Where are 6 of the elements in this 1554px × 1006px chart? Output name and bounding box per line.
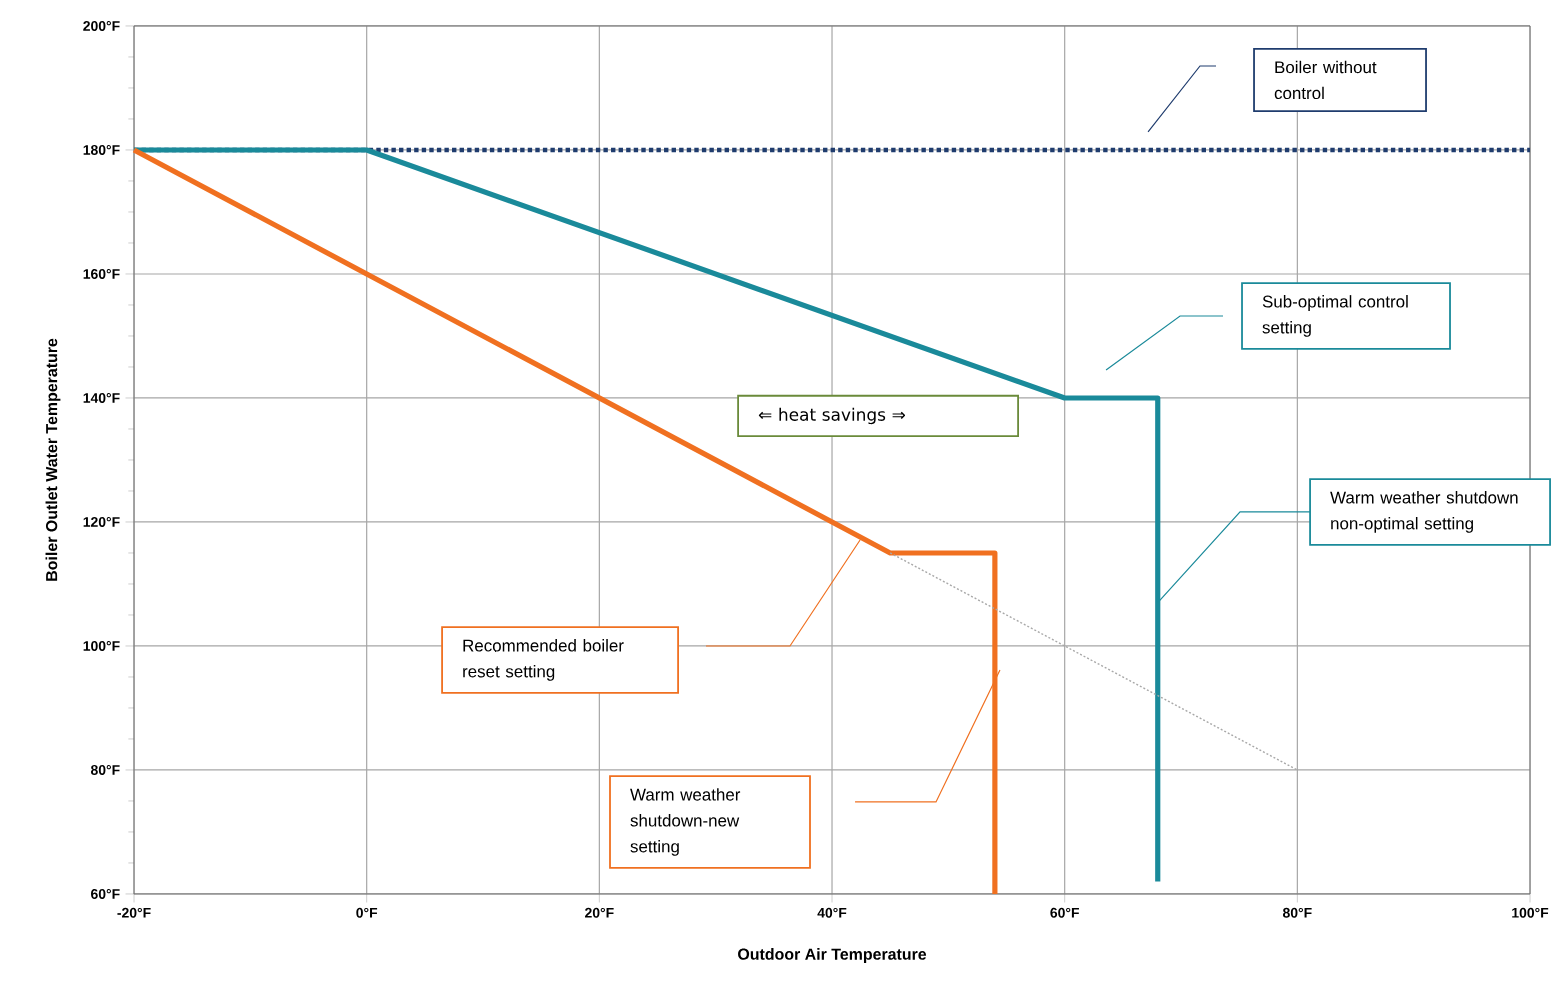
annotation: Sub-optimal control setting	[1262, 295, 1408, 337]
annotation: Boiler without control	[1274, 60, 1377, 100]
annotation: Recommended boiler reset setting	[463, 639, 624, 681]
annotation: ⇐ heat savings ⇒	[758, 407, 906, 425]
annotation: Warm weather shutdown non-optimal setting	[1330, 491, 1518, 533]
annotation: Warm weather shutdown-new setting	[630, 788, 741, 856]
